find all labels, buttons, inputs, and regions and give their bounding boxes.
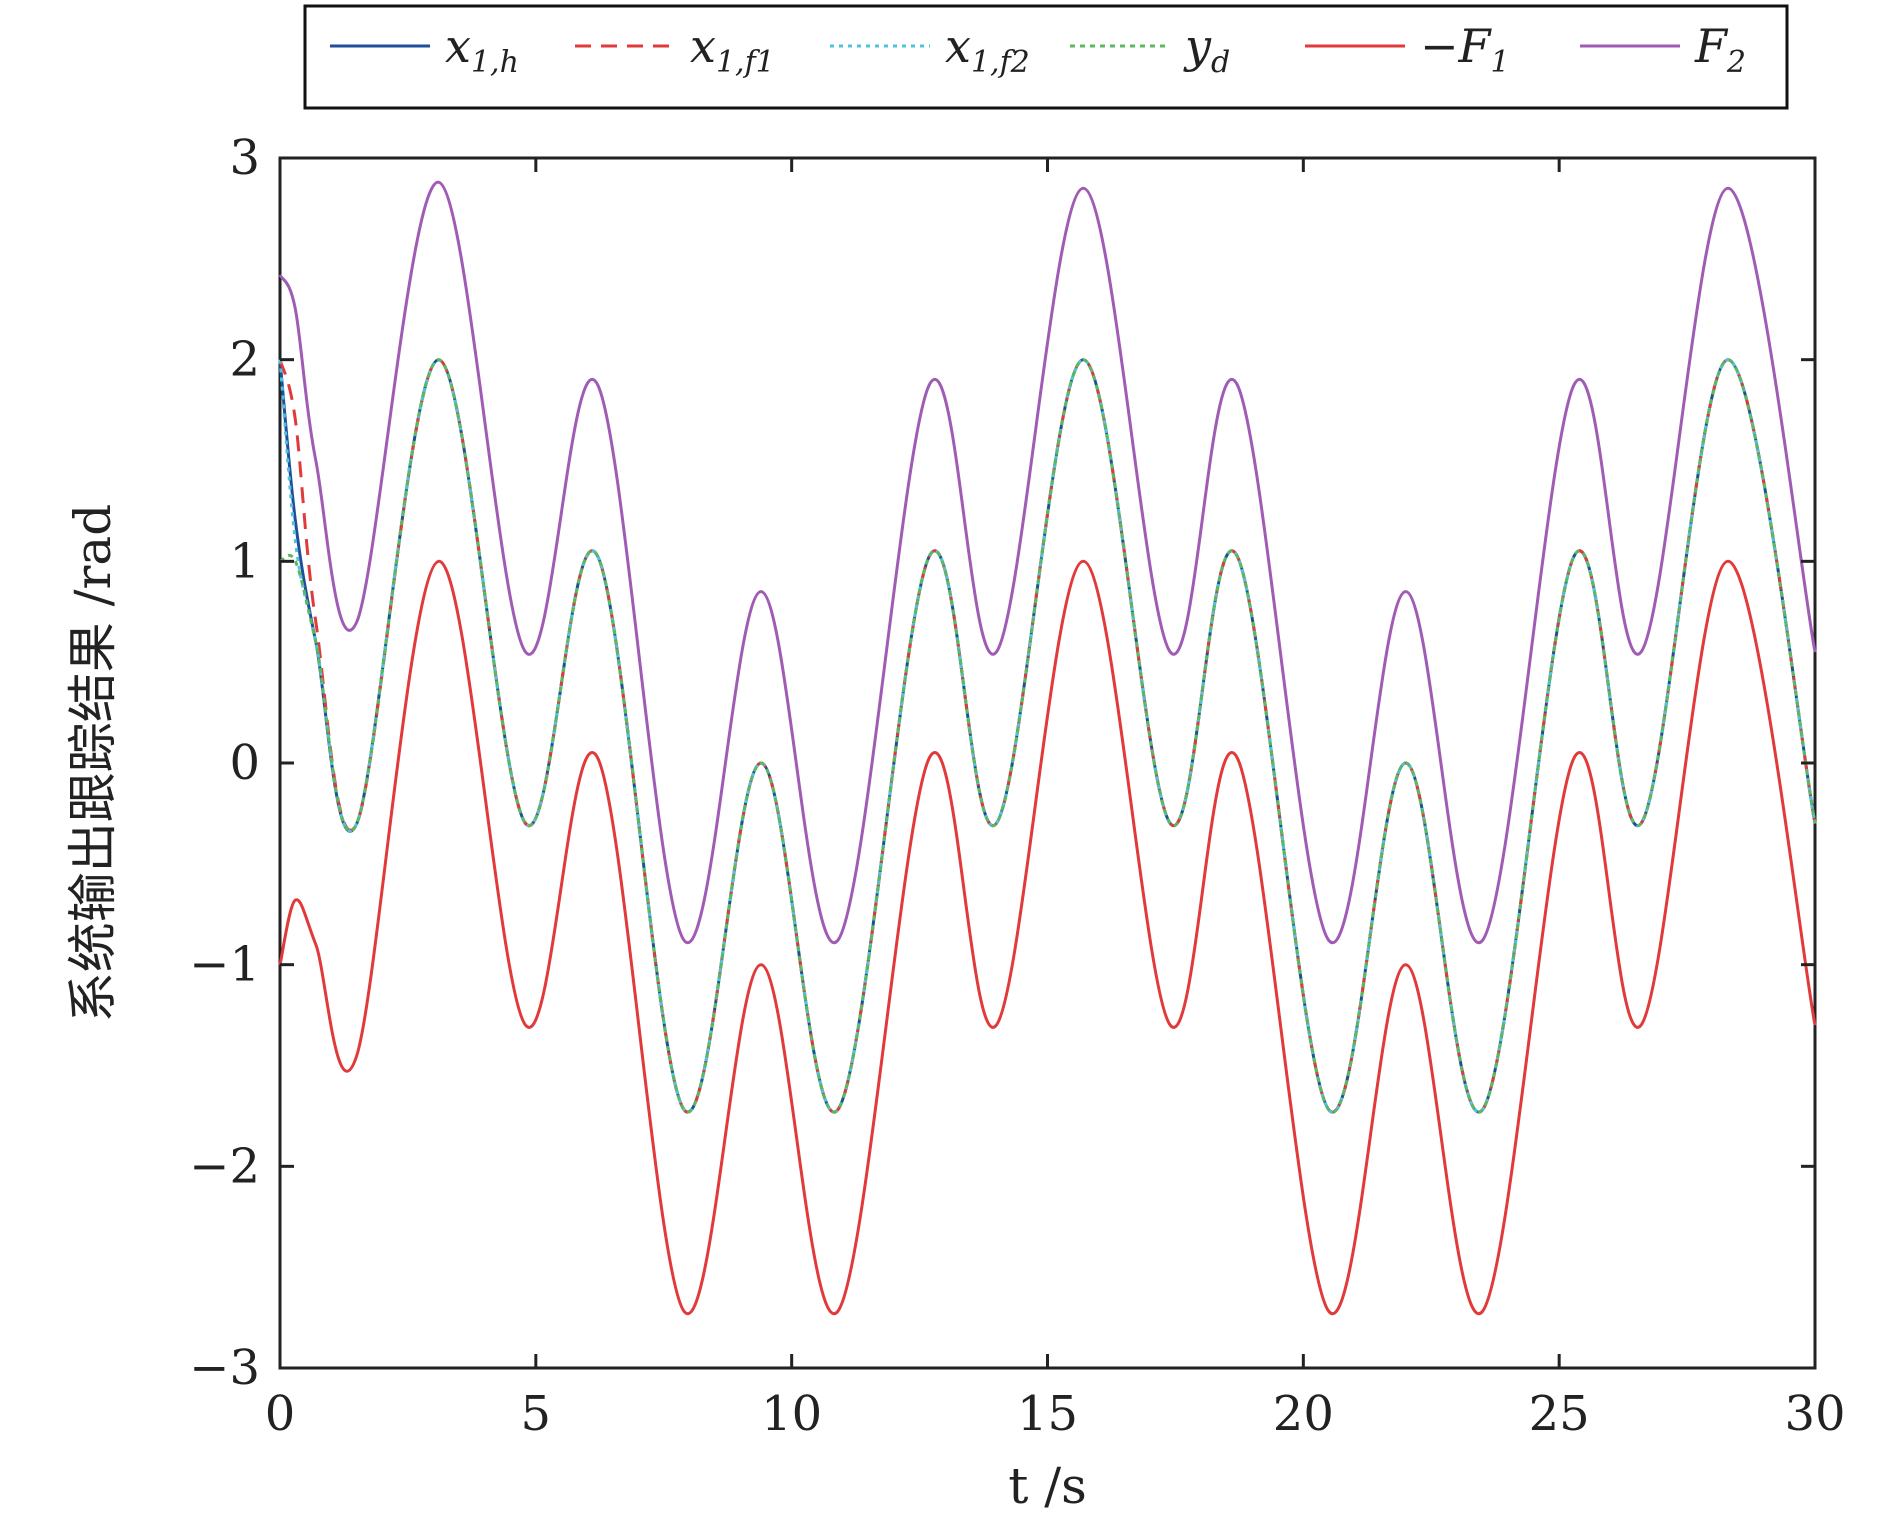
x-tick-label: 20	[1273, 1386, 1334, 1442]
series-line--f1	[278, 559, 1817, 1316]
y-tick-label: −3	[189, 1340, 260, 1396]
x-axis-title: t /s	[1008, 1457, 1087, 1515]
x-tick-label: 0	[265, 1386, 296, 1442]
x-tick-label: 15	[1017, 1386, 1078, 1442]
legend-label: yd	[1183, 19, 1230, 80]
legend-label: F2	[1694, 19, 1746, 80]
series-line-x1-h	[278, 358, 1817, 1114]
legend-label: −F1	[1420, 19, 1510, 80]
legend-label: x1,h	[445, 19, 519, 80]
series-line-x1-f2	[278, 358, 1817, 1114]
legend-label: x1,f2	[945, 19, 1030, 80]
legend-box	[303, 4, 1789, 110]
x-tick-label: 5	[521, 1386, 552, 1442]
series-line-x1-f1	[278, 358, 1817, 1114]
y-tick-label: 1	[229, 533, 260, 589]
series-line-yd	[279, 358, 1817, 1114]
x-tick-label: 10	[761, 1386, 822, 1442]
y-tick-label: 0	[229, 735, 260, 791]
y-tick-label: 3	[229, 130, 260, 186]
legend: x1,h x1,f1 x1,f2 yd −F1 F2	[303, 4, 1789, 110]
y-tick-label: 2	[229, 332, 260, 388]
y-tick-label: −2	[189, 1138, 260, 1194]
series-line-f2	[278, 180, 1817, 945]
y-axis-title: 系统输出跟踪结果 /rad	[64, 504, 122, 1022]
y-tick-label: −1	[189, 937, 260, 993]
x-tick-label: 30	[1784, 1386, 1845, 1442]
legend-label: x1,f1	[690, 19, 775, 80]
series-layer	[278, 180, 1817, 1316]
x-tick-label: 25	[1529, 1386, 1590, 1442]
